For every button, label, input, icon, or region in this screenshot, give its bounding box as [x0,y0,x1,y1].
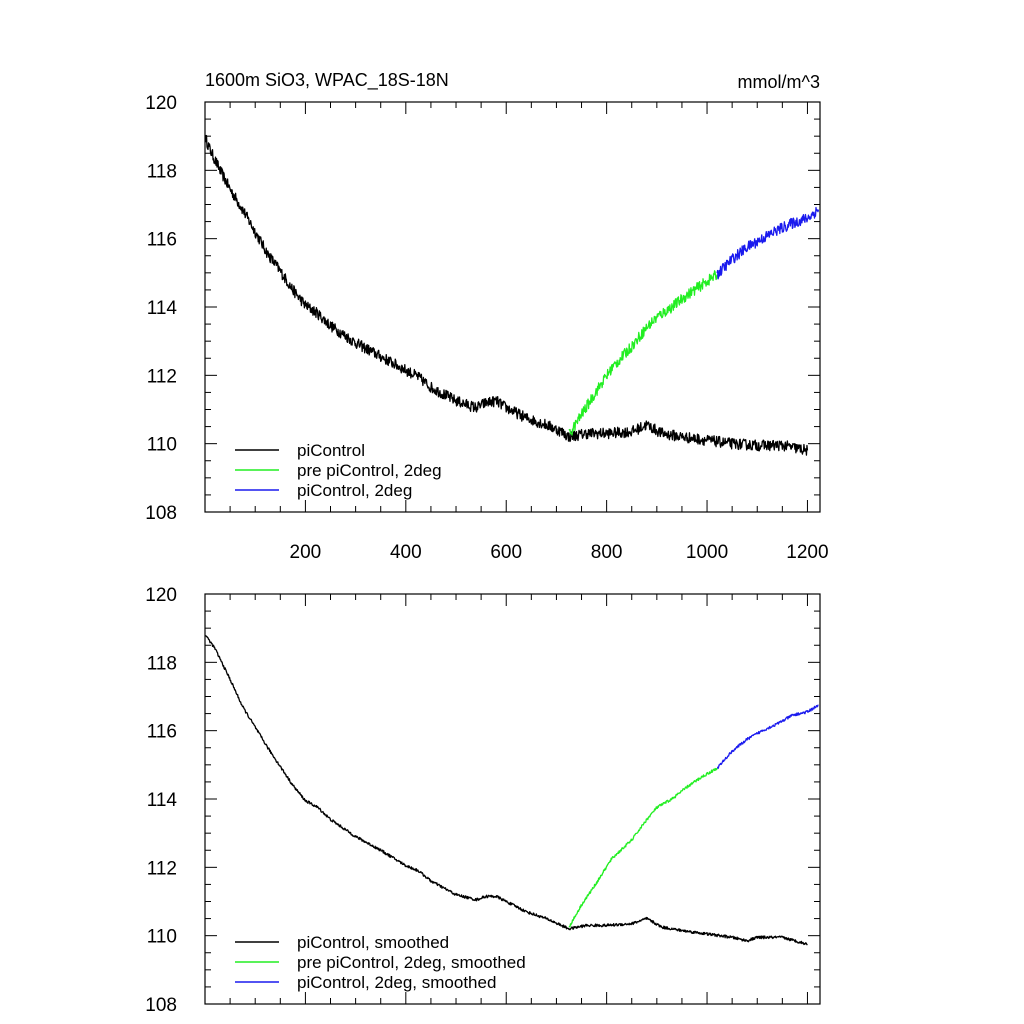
legend-label: piControl, smoothed [297,933,449,952]
y-tick-label: 108 [145,995,177,1016]
y-tick-label: 114 [147,790,178,811]
y-tick-label: 120 [145,93,177,114]
y-tick-label: 120 [145,585,177,606]
y-tick-label: 118 [147,161,177,182]
y-tick-label: 114 [147,298,178,319]
top-panel: 1600m SiO3, WPAC_18S-18N mmol/m^3 108 110 11… [145,70,828,563]
legend-label: piControl, 2deg, smoothed [297,973,496,992]
legend-label: piControl [297,441,365,460]
series-line-2 [716,704,819,770]
y-tick-label: 112 [147,366,177,387]
y-tick-label: 118 [147,653,177,674]
y-tick-label: 116 [147,722,177,743]
y-tick-label: 110 [147,435,177,456]
units-label: mmol/m^3 [738,72,820,92]
x-tick-label: 800 [591,542,623,563]
x-tick-label: 1000 [686,542,728,563]
x-tick-label: 600 [490,542,522,563]
y-tick-label: 110 [147,927,177,948]
legend-label: pre piControl, 2deg [297,461,442,480]
x-tick-label: 400 [390,542,422,563]
x-tick-label: 1200 [786,542,828,563]
chart-title: 1600m SiO3, WPAC_18S-18N [205,70,449,91]
y-tick-label: 116 [147,230,177,251]
series-line-0 [204,134,809,456]
x-tick-label: 200 [290,542,322,563]
series-line-1 [568,270,718,436]
series-line-1 [568,767,718,928]
legend-label: piControl, 2deg [297,481,412,500]
series-line-0 [205,634,808,946]
series-line-2 [716,206,820,280]
bottom-panel: 108 110 112 114 116 118 120 piControl, smoothed… [145,585,821,1016]
y-tick-label: 108 [145,503,177,524]
y-tick-label: 112 [147,858,177,879]
legend-label: pre piControl, 2deg, smoothed [297,953,526,972]
